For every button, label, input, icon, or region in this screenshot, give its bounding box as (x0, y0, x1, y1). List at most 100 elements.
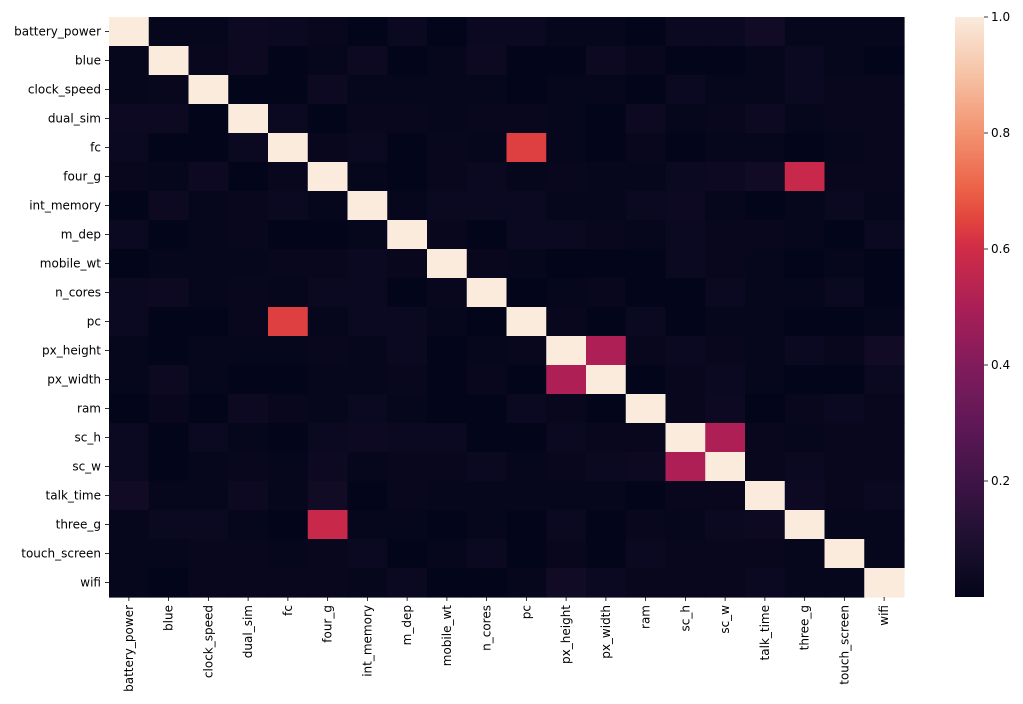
y-tick-label: blue (75, 54, 101, 68)
heatmap-cell-px_height-ram (625, 336, 667, 366)
colorbar-tick-label: 0.4 (991, 358, 1010, 372)
heatmap-cell-fc-sc_h (665, 133, 706, 163)
heatmap-cell-sc_h-wifi (864, 423, 905, 453)
heatmap-cell-wifi-battery_power (109, 568, 150, 598)
heatmap-cell-battery_power-px_width (586, 17, 627, 47)
heatmap-cell-talk_time-clock_speed (188, 481, 229, 511)
heatmap-cell-three_g-four_g (307, 510, 349, 540)
heatmap-cell-n_cores-int_memory (347, 278, 388, 308)
y-tick-label: px_width (47, 373, 101, 387)
heatmap-cell-n_cores-px_height (546, 278, 587, 308)
heatmap-cell-blue-clock_speed (188, 46, 229, 76)
heatmap-cell-three_g-sc_w (705, 510, 746, 540)
x-tick-label: three_g (798, 605, 812, 650)
heatmap-cell-clock_speed-sc_h (665, 75, 706, 105)
colorbar (955, 17, 984, 597)
heatmap-cell-n_cores-mobile_wt (427, 278, 468, 308)
heatmap-cell-clock_speed-pc (506, 75, 547, 105)
heatmap-cell-sc_w-sc_w (705, 452, 746, 482)
heatmap-cell-clock_speed-fc (268, 75, 309, 105)
heatmap-cell-four_g-three_g (784, 162, 826, 192)
heatmap-cell-sc_h-px_width (586, 423, 627, 453)
heatmap-cell-wifi-sc_w (705, 568, 746, 598)
heatmap-cell-mobile_wt-touch_screen (824, 249, 865, 279)
heatmap-cell-int_memory-fc (268, 191, 309, 221)
heatmap-cell-talk_time-dual_sim (228, 481, 269, 511)
heatmap-cell-sc_h-touch_screen (824, 423, 865, 453)
y-tick-label: mobile_wt (40, 257, 102, 271)
heatmap-cell-n_cores-sc_h (665, 278, 706, 308)
x-tick-label: m_dep (400, 605, 414, 645)
x-tick-label: talk_time (758, 605, 772, 660)
heatmap-cell-talk_time-four_g (307, 481, 349, 511)
heatmap-cell-ram-n_cores (466, 394, 508, 424)
heatmap-cell-battery_power-wifi (864, 17, 905, 47)
heatmap-cell-pc-battery_power (109, 307, 150, 337)
heatmap-cell-clock_speed-three_g (784, 75, 826, 105)
heatmap-cell-three_g-touch_screen (824, 510, 865, 540)
heatmap-cell-px_width-wifi (864, 365, 905, 395)
heatmap-cell-px_height-clock_speed (188, 336, 229, 366)
heatmap-cell-fc-px_width (586, 133, 627, 163)
heatmap-cell-pc-n_cores (466, 307, 508, 337)
heatmap-cell-talk_time-wifi (864, 481, 905, 511)
y-tick-label: battery_power (14, 25, 101, 39)
heatmap-cell-talk_time-three_g (784, 481, 826, 511)
heatmap-cell-n_cores-four_g (307, 278, 349, 308)
heatmap-cell-mobile_wt-dual_sim (228, 249, 269, 279)
heatmap-cell-blue-four_g (307, 46, 349, 76)
heatmap-cell-touch_screen-talk_time (745, 539, 786, 569)
heatmap-cell-n_cores-sc_w (705, 278, 746, 308)
heatmap-cell-sc_h-battery_power (109, 423, 150, 453)
heatmap-cell-n_cores-ram (625, 278, 667, 308)
heatmap-cell-mobile_wt-battery_power (109, 249, 150, 279)
x-tick-labels: battery_power blue clock_speed dual_sim fc fo… (122, 597, 891, 692)
heatmap-cell-four_g-n_cores (466, 162, 508, 192)
heatmap-cell-px_height-wifi (864, 336, 905, 366)
heatmap-cell-wifi-fc (268, 568, 309, 598)
heatmap-cell-fc-wifi (864, 133, 905, 163)
heatmap-cell-three_g-dual_sim (228, 510, 269, 540)
heatmap-cell-int_memory-sc_h (665, 191, 706, 221)
heatmap-cell-fc-sc_w (705, 133, 746, 163)
heatmap-cell-px_height-battery_power (109, 336, 150, 366)
heatmap-cell-pc-touch_screen (824, 307, 865, 337)
heatmap-cell-px_width-ram (625, 365, 667, 395)
heatmap-cell-int_memory-dual_sim (228, 191, 269, 221)
heatmap-cell-three_g-blue (148, 510, 190, 540)
heatmap-cell-px_width-mobile_wt (427, 365, 468, 395)
heatmap-cell-ram-clock_speed (188, 394, 229, 424)
heatmap-cell-blue-px_width (586, 46, 627, 76)
heatmap-cell-sc_w-m_dep (387, 452, 428, 482)
heatmap-cell-three_g-ram (625, 510, 667, 540)
heatmap-cell-sc_w-ram (625, 452, 667, 482)
heatmap-cell-touch_screen-int_memory (347, 539, 388, 569)
heatmap-cell-int_memory-three_g (784, 191, 826, 221)
heatmap-cell-blue-dual_sim (228, 46, 269, 76)
heatmap-cell-ram-m_dep (387, 394, 428, 424)
heatmap-cell-m_dep-n_cores (466, 220, 508, 250)
x-tick-label: blue (162, 605, 176, 631)
heatmap-cell-sc_h-talk_time (745, 423, 786, 453)
heatmap-cell-wifi-blue (148, 568, 190, 598)
heatmap-cell-clock_speed-clock_speed (188, 75, 229, 105)
heatmap-cell-sc_w-pc (506, 452, 547, 482)
heatmap-cell-fc-m_dep (387, 133, 428, 163)
heatmap-cell-fc-talk_time (745, 133, 786, 163)
heatmap-cell-n_cores-px_width (586, 278, 627, 308)
heatmap-cell-battery_power-pc (506, 17, 547, 47)
heatmap-cell-clock_speed-int_memory (347, 75, 388, 105)
heatmap-cell-wifi-ram (625, 568, 667, 598)
heatmap-cell-blue-sc_w (705, 46, 746, 76)
heatmap-cell-m_dep-four_g (307, 220, 349, 250)
heatmap-cell-touch_screen-mobile_wt (427, 539, 468, 569)
heatmap-cell-ram-px_height (546, 394, 587, 424)
heatmap-cell-int_memory-px_width (586, 191, 627, 221)
heatmap-cell-four_g-battery_power (109, 162, 150, 192)
heatmap-cell-int_memory-sc_w (705, 191, 746, 221)
heatmap-cell-int_memory-int_memory (347, 191, 388, 221)
heatmap-cell-pc-pc (506, 307, 547, 337)
heatmap-cell-four_g-pc (506, 162, 547, 192)
heatmap-cell-sc_w-three_g (784, 452, 826, 482)
heatmap-cell-px_height-fc (268, 336, 309, 366)
